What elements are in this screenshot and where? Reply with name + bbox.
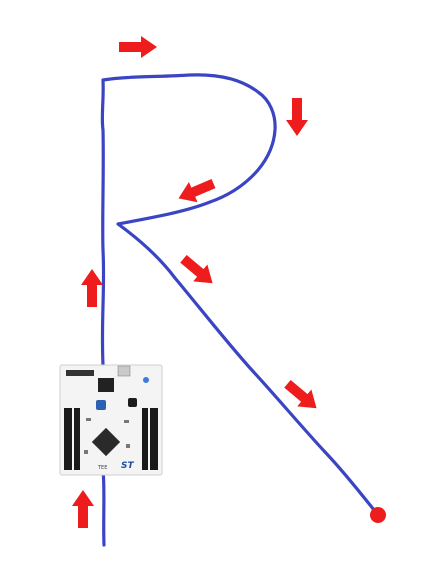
st-logo: ST xyxy=(121,461,134,471)
left-pin-header-outer xyxy=(64,408,72,470)
direction-arrows xyxy=(72,36,317,528)
black-button xyxy=(128,398,137,407)
microcontroller-board-image: ST TEE xyxy=(59,364,163,476)
route-path xyxy=(100,73,380,547)
arrow-down-right-side xyxy=(286,98,308,136)
component xyxy=(126,444,130,448)
arrow-right-top xyxy=(119,36,157,58)
usb-connector xyxy=(117,365,131,377)
left-pin-header-inner xyxy=(74,408,80,470)
component xyxy=(84,450,88,454)
arrow-down-left xyxy=(178,178,216,203)
st-link-chip xyxy=(98,378,114,392)
arrow-up-middle xyxy=(81,269,103,307)
board-series-text: TEE xyxy=(97,465,107,471)
arrow-up-bottom xyxy=(72,490,94,528)
blue-button xyxy=(96,400,106,410)
component xyxy=(86,418,91,421)
arrow-down-right-lower xyxy=(284,379,317,409)
right-pin-header-inner xyxy=(142,408,148,470)
board-pcb xyxy=(59,364,163,476)
end-point-marker xyxy=(370,507,386,523)
top-header xyxy=(66,370,94,376)
arrow-down-right-upper xyxy=(180,254,213,284)
right-pin-header-outer xyxy=(150,408,158,470)
component xyxy=(124,420,129,423)
led-indicator xyxy=(143,377,149,383)
